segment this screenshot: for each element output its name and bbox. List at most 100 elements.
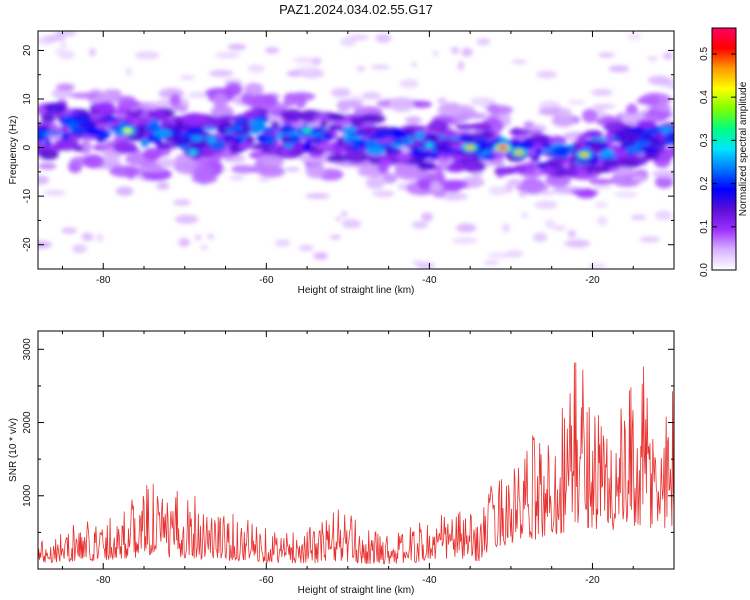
spectral-blob — [213, 93, 228, 110]
spectral-blob — [210, 116, 221, 123]
spectral-blob — [202, 126, 217, 131]
spectral-blob — [668, 84, 674, 90]
spectral-blob — [461, 47, 473, 57]
spectral-blob — [593, 183, 612, 191]
spectral-blob — [54, 141, 77, 147]
colorbar-tick-label: 0.3 — [699, 133, 710, 147]
spectral-blob — [60, 41, 67, 49]
spectral-blob — [654, 210, 673, 221]
y-tick-label: 1000 — [22, 484, 33, 507]
spectral-blob — [328, 123, 338, 132]
spectral-blob — [44, 102, 67, 114]
spectral-blob — [238, 117, 249, 122]
spectral-blob — [515, 182, 550, 193]
spectral-blob — [641, 147, 660, 154]
spectral-blob — [49, 131, 62, 136]
spectral-blob — [340, 126, 357, 134]
spectral-blob — [654, 141, 671, 147]
spectral-blob — [450, 46, 460, 55]
spectral-blob — [200, 244, 209, 250]
spectral-blob — [193, 164, 214, 179]
spectral-blob — [372, 190, 395, 198]
spectral-blob — [265, 47, 280, 54]
spectral-blob — [515, 150, 523, 155]
spectral-blob — [154, 107, 165, 121]
spectral-blob — [591, 88, 613, 97]
spectral-blob — [316, 143, 334, 150]
spectral-blob — [340, 37, 357, 47]
spectral-blob — [635, 141, 651, 147]
spectral-blob — [54, 31, 77, 36]
spectral-blob — [95, 233, 104, 243]
spectral-blob — [303, 128, 311, 133]
spectral-blob — [588, 165, 611, 174]
spectral-blob — [222, 134, 236, 142]
spectral-blob — [79, 139, 92, 155]
spectral-blob — [375, 33, 392, 43]
spectral-blob — [281, 123, 293, 130]
spectral-blob — [639, 236, 661, 243]
spectral-blob — [364, 139, 378, 147]
spectral-blob — [480, 130, 495, 140]
spectral-blob — [125, 67, 132, 76]
spectral-blob — [169, 93, 181, 108]
spectral-blob — [280, 135, 292, 144]
spectral-blob — [134, 51, 160, 60]
spectral-blob — [240, 92, 253, 106]
spectral-blob — [412, 221, 428, 229]
spectral-blob — [253, 160, 264, 173]
spectral-blob — [436, 97, 448, 104]
spectral-blob — [356, 66, 366, 71]
spectral-blob — [421, 212, 433, 222]
spectral-blob — [445, 164, 465, 173]
spectral-blob — [483, 260, 500, 266]
spectral-blob — [92, 144, 109, 151]
spectral-blob — [207, 134, 216, 145]
snr-ylabel: SNR (10 * v/v) — [8, 418, 19, 482]
colorbar-label: Normalized spectral amplitude — [738, 81, 749, 216]
spectral-blob — [257, 177, 271, 182]
spectrogram-xlabel: Height of straight line (km) — [298, 285, 415, 296]
spectral-blob — [466, 112, 489, 119]
spectral-blob — [631, 174, 646, 183]
spectral-blob — [324, 134, 334, 141]
snr-frame — [37, 330, 675, 570]
spectral-blob — [217, 115, 239, 122]
spectral-blob — [359, 138, 366, 149]
spectral-blob — [506, 179, 523, 186]
spectrogram-panel: -80 -60 -40 -20 -20 -10 0 10 20 Height of straig… — [8, 30, 675, 296]
spectral-blob — [459, 133, 475, 143]
spectral-blob — [456, 223, 477, 233]
colorbar-tick-label: 0.0 — [699, 263, 710, 277]
spectral-blob — [319, 119, 328, 129]
spectral-blob — [525, 161, 537, 174]
spectral-blob — [455, 123, 475, 131]
spectral-blob — [286, 70, 303, 77]
spectral-blob — [589, 178, 615, 185]
spectral-blob — [666, 132, 674, 138]
spectral-blob — [565, 166, 579, 178]
spectral-blob — [231, 164, 256, 174]
x-tick-label: -40 — [422, 275, 437, 286]
spectral-blob — [156, 158, 178, 168]
spectral-blob — [422, 132, 440, 141]
spectral-blob — [520, 212, 529, 219]
spectral-blob — [239, 120, 252, 129]
spectral-blob — [89, 48, 96, 57]
spectral-blob — [345, 138, 359, 144]
spectral-blob — [38, 148, 59, 161]
spectral-blob — [328, 113, 346, 121]
x-tick-label: -40 — [422, 575, 437, 586]
spectral-blob — [174, 121, 184, 132]
spectral-blob — [43, 190, 67, 196]
spectral-blob — [244, 82, 264, 96]
spectral-blob — [471, 170, 483, 178]
spectral-blob — [374, 128, 395, 133]
spectral-blob — [540, 165, 554, 175]
spectral-blob — [68, 115, 87, 120]
snr-series-line — [38, 362, 674, 565]
y-tick-label: 20 — [22, 44, 33, 56]
spectral-blob — [567, 147, 574, 153]
spectral-blob — [499, 145, 507, 150]
spectral-blob — [366, 177, 385, 190]
